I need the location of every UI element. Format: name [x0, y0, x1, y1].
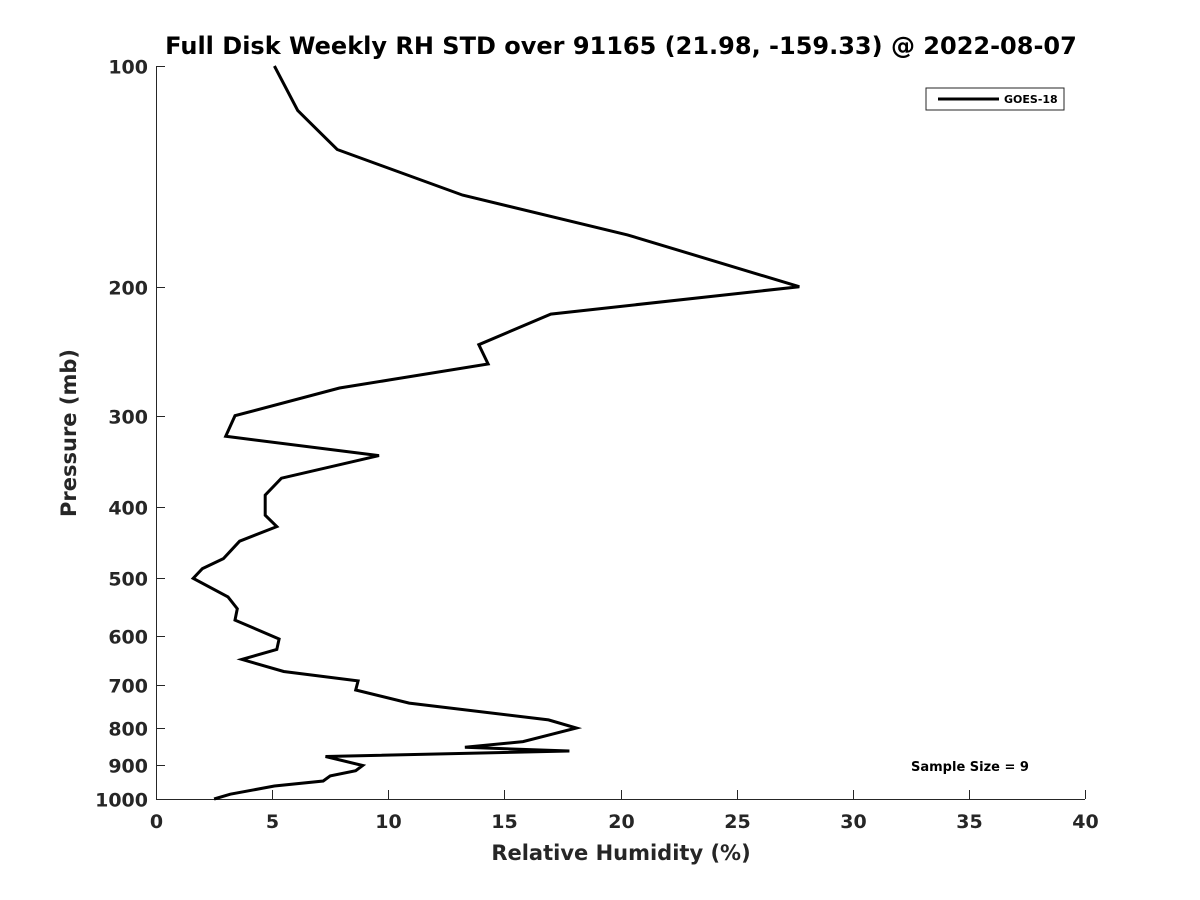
legend: GOES-18: [925, 87, 1065, 111]
chart-title: Full Disk Weekly RH STD over 91165 (21.9…: [165, 32, 1077, 60]
x-tick-label: 35: [956, 811, 982, 833]
x-tick-label: 40: [1072, 811, 1098, 833]
y-tick-label: 200: [108, 278, 148, 300]
y-axis-label: Pressure (mb): [57, 349, 81, 517]
y-tick-label: 700: [108, 676, 148, 698]
legend-entry-goes-18: GOES-18: [1004, 93, 1058, 106]
x-tick-label: 25: [724, 811, 750, 833]
x-tick-group: 0 5 10 15 20 25 30 35 40: [150, 790, 1099, 833]
y-tick-label: 800: [108, 719, 148, 741]
y-tick-label: 1000: [95, 790, 148, 812]
y-tick-label: 600: [108, 627, 148, 649]
series-line-goes-18: [190, 65, 800, 801]
x-tick-label: 10: [375, 811, 401, 833]
x-axis-label: Relative Humidity (%): [491, 841, 750, 865]
x-tick-label: 30: [840, 811, 866, 833]
y-tick-label: 500: [108, 569, 148, 591]
y-tick-group: 100 200 300 400 500 600 700 800 900 1000: [95, 57, 165, 812]
plot-axes: [156, 66, 1085, 800]
y-tick-label: 900: [108, 756, 148, 778]
x-tick-label: 5: [266, 811, 279, 833]
sample-size-annotation: Sample Size = 9: [911, 760, 1029, 775]
x-tick-label: 15: [491, 811, 517, 833]
y-tick-label: 300: [108, 407, 148, 429]
y-tick-label: 100: [108, 57, 148, 79]
y-tick-label: 400: [108, 498, 148, 520]
x-tick-label: 20: [608, 811, 634, 833]
x-tick-label: 0: [150, 811, 163, 833]
